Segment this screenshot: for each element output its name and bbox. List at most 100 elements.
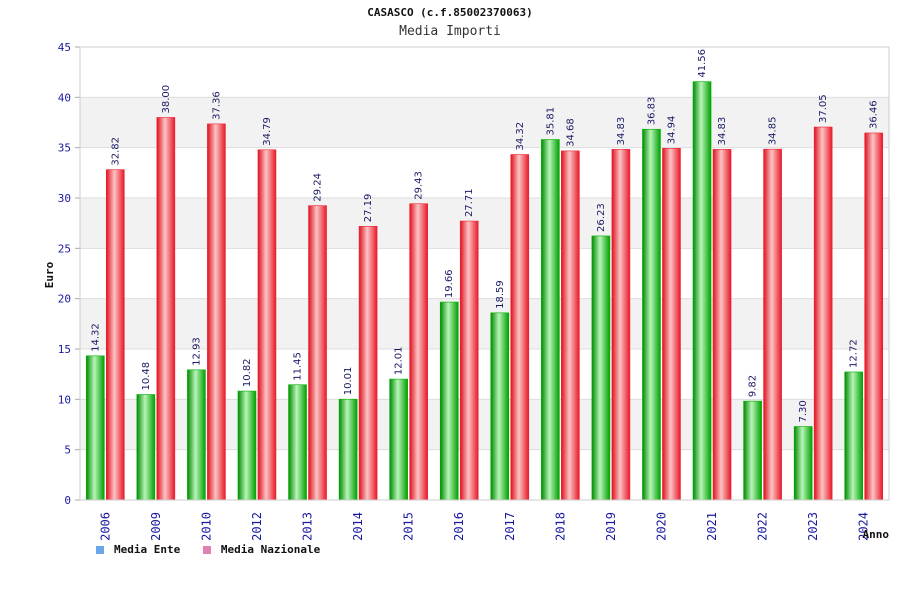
y-tick-label: 25	[58, 242, 71, 255]
y-tick-label: 40	[58, 91, 71, 104]
bar-media-nazionale	[308, 205, 327, 501]
x-tick-label: 2015	[402, 512, 416, 541]
bar-media-nazionale	[105, 169, 125, 501]
bar-media-nazionale	[611, 149, 631, 501]
bar-media-ente	[85, 355, 105, 501]
bar-value-label: 34.83	[616, 117, 627, 146]
bar-value-label: 27.19	[363, 194, 374, 223]
bar-value-label: 10.82	[242, 358, 253, 387]
bar-media-ente	[237, 390, 257, 501]
bar-media-nazionale	[763, 148, 782, 501]
bar-value-label: 11.45	[293, 352, 304, 381]
bar-value-label: 10.48	[141, 362, 152, 391]
bar-value-label: 36.46	[869, 100, 880, 129]
bar-media-ente	[288, 384, 307, 501]
x-tick-label: 2018	[553, 512, 567, 541]
bar-value-label: 34.79	[262, 117, 273, 146]
bar-media-ente	[439, 301, 459, 501]
bar-media-ente	[591, 235, 611, 501]
y-tick-label: 10	[58, 393, 71, 406]
x-tick-label: 2014	[351, 512, 365, 541]
bar-value-label: 29.24	[313, 173, 324, 202]
bar-value-label: 34.68	[565, 118, 576, 147]
bar-value-label: 29.43	[414, 171, 425, 200]
bar-value-label: 34.83	[717, 117, 728, 146]
chart-subtitle: Media Importi	[399, 24, 501, 39]
bar-value-label: 26.23	[596, 203, 607, 232]
bar-value-label: 32.82	[110, 137, 121, 166]
bar-media-nazionale	[813, 126, 833, 501]
x-tick-label: 2010	[199, 512, 213, 541]
bar-value-label: 34.32	[515, 122, 526, 151]
bar-media-nazionale	[510, 154, 530, 501]
bar-media-ente	[541, 139, 560, 501]
bar-value-label: 41.56	[697, 49, 708, 78]
y-axis-label: Euro	[43, 261, 56, 288]
bar-media-nazionale	[561, 150, 580, 501]
y-tick-label: 35	[58, 142, 71, 155]
bar-media-ente	[642, 128, 661, 501]
bar-media-nazionale	[662, 147, 681, 501]
bar-value-label: 27.71	[464, 188, 475, 217]
x-tick-label: 2006	[98, 512, 112, 541]
x-tick-label: 2022	[756, 512, 770, 541]
x-tick-label: 2012	[250, 512, 264, 541]
x-tick-label: 2017	[503, 512, 517, 541]
legend-swatch-nazionale	[202, 545, 211, 554]
x-tick-label: 2021	[705, 512, 719, 541]
x-tick-label: 2013	[301, 512, 315, 541]
x-axis-label: Anno	[863, 528, 890, 541]
y-tick-label: 30	[58, 192, 71, 205]
bar-value-label: 37.36	[211, 91, 222, 120]
bar-value-label: 12.72	[849, 339, 860, 368]
bar-media-nazionale	[358, 225, 378, 501]
legend-swatch-ente	[96, 545, 104, 554]
x-tick-label: 2009	[149, 512, 163, 541]
bar-value-label: 9.82	[748, 375, 759, 397]
bar-media-nazionale	[156, 117, 176, 501]
x-tick-label: 2020	[654, 512, 668, 541]
bar-media-nazionale	[864, 132, 884, 501]
bar-media-ente	[793, 426, 813, 501]
bar-value-label: 38.00	[161, 85, 172, 114]
bar-media-ente	[692, 81, 712, 501]
bar-value-label: 14.32	[90, 323, 101, 352]
bar-media-ente	[844, 371, 864, 501]
bar-value-label: 7.30	[798, 400, 809, 422]
chart-title: CASASCO (c.f.85002370063)	[367, 6, 533, 19]
chart-legend: Media Ente Media Nazionale	[96, 543, 336, 557]
y-tick-label: 0	[64, 494, 71, 507]
plot-frame	[79, 46, 890, 501]
x-tick-label: 2023	[806, 512, 820, 541]
legend-label: Media Ente	[114, 543, 181, 556]
legend-item-media-ente: Media Ente	[96, 543, 180, 556]
bar-media-nazionale	[712, 149, 732, 501]
bar-value-label: 35.81	[545, 107, 556, 136]
bar-media-nazionale	[409, 203, 428, 501]
bar-media-ente	[389, 378, 408, 501]
x-tick-label: 2024	[857, 512, 871, 541]
bar-value-label: 12.01	[394, 346, 405, 375]
bar-value-label: 12.93	[191, 337, 202, 366]
bar-media-nazionale	[207, 123, 226, 501]
bar-value-label: 18.59	[495, 280, 506, 309]
y-tick-label: 15	[58, 343, 71, 356]
bar-value-label: 34.94	[666, 116, 677, 145]
bar-media-ente	[187, 369, 206, 501]
bar-media-ente	[338, 398, 358, 501]
y-tick-label: 45	[58, 41, 71, 54]
y-tick-label: 5	[64, 444, 71, 457]
bar-media-ente	[136, 394, 156, 501]
legend-label: Media Nazionale	[220, 543, 321, 556]
bar-media-nazionale	[459, 220, 479, 501]
x-tick-label: 2019	[604, 512, 618, 541]
legend-item-media-nazionale: Media Nazionale	[202, 543, 321, 556]
bar-media-ente	[743, 400, 762, 501]
bar-media-nazionale	[257, 149, 277, 501]
bar-value-label: 10.01	[343, 367, 354, 396]
y-tick-label: 20	[58, 293, 71, 306]
bar-media-ente	[490, 312, 510, 501]
x-tick-label: 2016	[452, 512, 466, 541]
bar-value-label: 36.83	[646, 97, 657, 126]
